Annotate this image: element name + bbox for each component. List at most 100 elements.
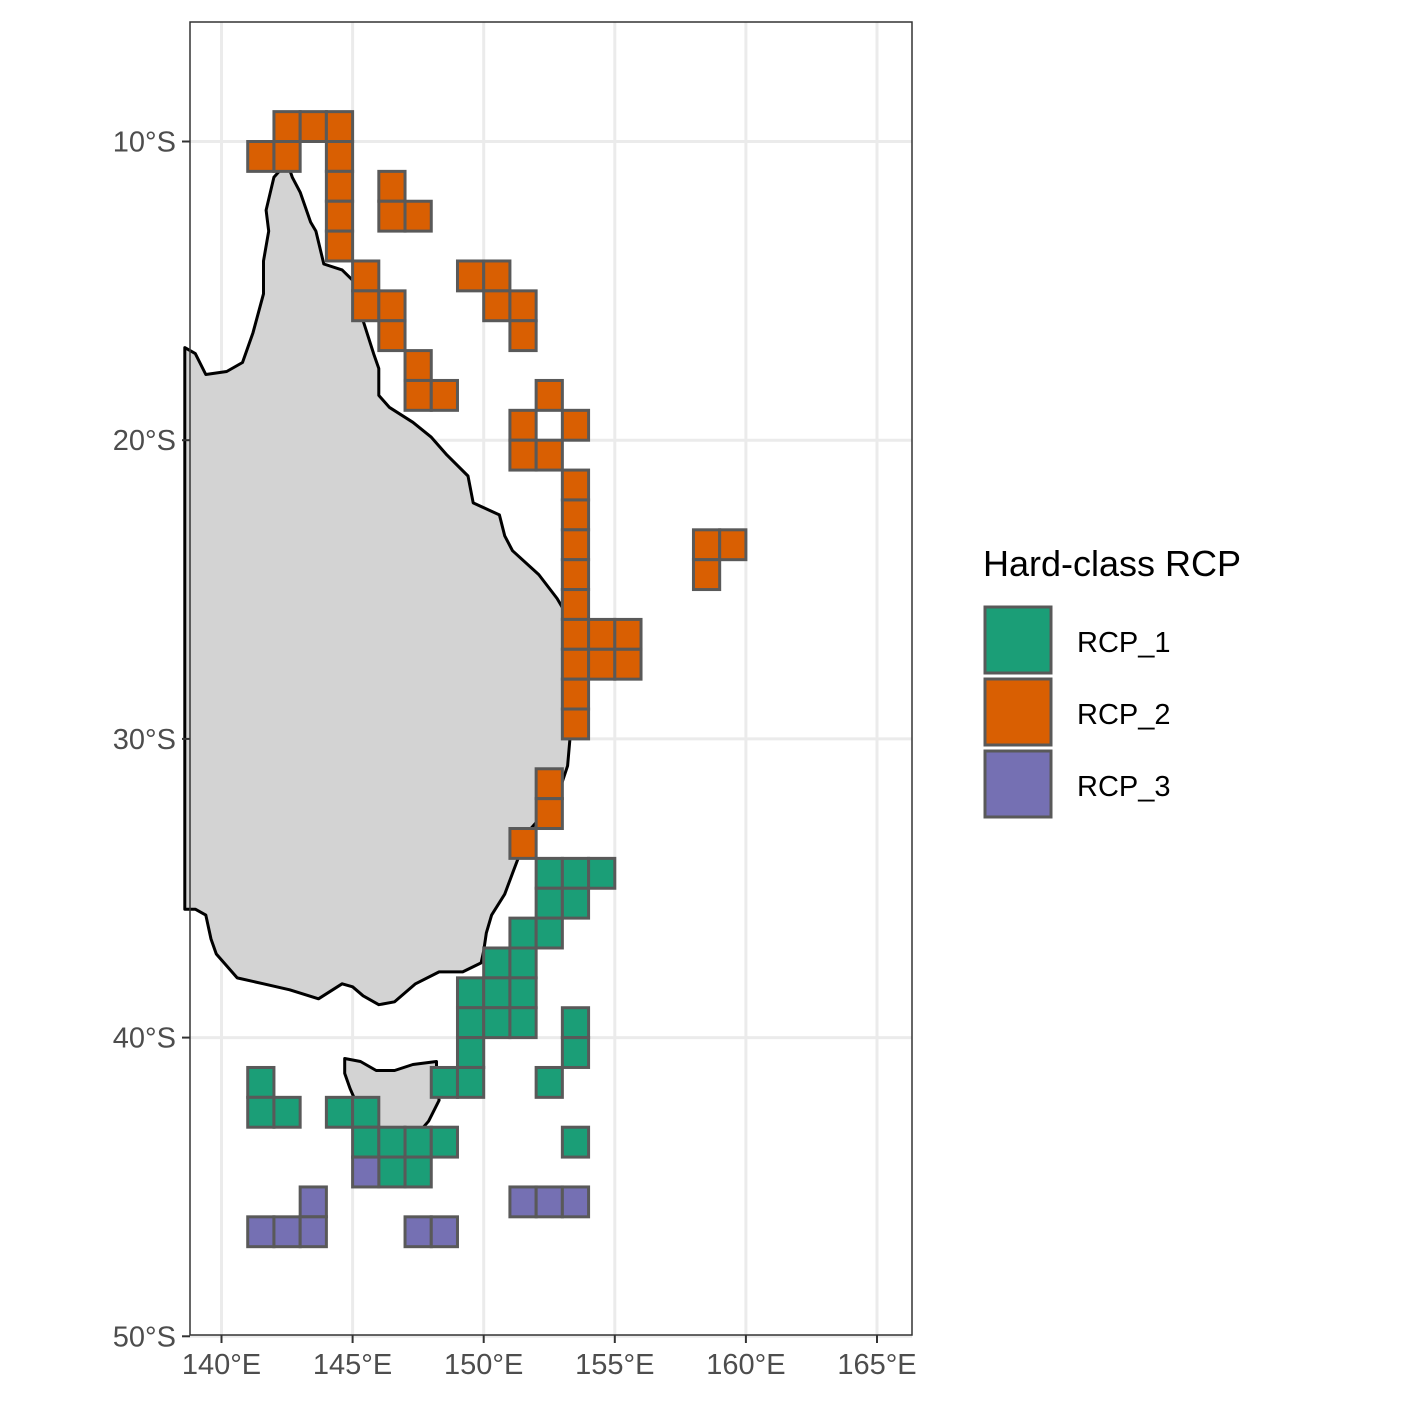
y-tick-label: 40°S	[113, 1023, 176, 1055]
legend: Hard-class RCP RCP_1 RCP_2 RCP_3	[983, 543, 1241, 819]
cell-rcp-3	[298, 1215, 328, 1249]
cell-rcp-1	[272, 1095, 302, 1129]
x-tick-label: 160°E	[706, 1349, 785, 1381]
cell-rcp-1	[534, 916, 564, 950]
cell-rcp-2	[377, 319, 407, 353]
y-tick-label: 30°S	[113, 724, 176, 756]
cell-rcp-1	[482, 976, 512, 1010]
legend-title: Hard-class RCP	[983, 543, 1241, 584]
cell-rcp-2	[324, 229, 355, 263]
cell-rcp-2	[534, 767, 564, 801]
cell-rcp-1	[377, 1155, 407, 1189]
legend-label: RCP_3	[1077, 771, 1171, 803]
cell-rcp-1	[324, 1095, 355, 1129]
cell-rcp-2	[351, 289, 381, 323]
cell-rcp-1	[403, 1125, 433, 1159]
cell-rcp-1	[482, 946, 512, 980]
cell-rcp-1	[560, 1006, 591, 1040]
cell-rcp-2	[351, 259, 381, 293]
cell-rcp-2	[377, 199, 407, 233]
cell-rcp-2	[613, 647, 643, 681]
cell-rcp-2	[534, 438, 564, 472]
cell-rcp-1	[587, 856, 617, 890]
panel-border	[189, 21, 913, 1336]
legend-label: RCP_1	[1077, 627, 1171, 659]
axes: 140°E 145°E 150°E 155°E 160°E 165°E 10°S 20°S 30…	[113, 127, 917, 1382]
cell-rcp-1	[455, 1036, 486, 1069]
cell-rcp-2	[377, 289, 407, 323]
cell-rcp-3	[351, 1155, 381, 1189]
cell-rcp-1	[377, 1125, 407, 1159]
cell-rcp-1	[508, 916, 538, 950]
cell-rcp-1	[534, 856, 564, 890]
cell-rcp-2	[324, 169, 355, 203]
cell-rcp-2	[560, 617, 591, 651]
cell-rcp-2	[560, 408, 591, 442]
cell-rcp-2	[377, 169, 407, 203]
cell-rcp-2	[455, 259, 486, 293]
cell-rcp-2	[508, 408, 538, 442]
cell-rcp-2	[324, 199, 355, 233]
cell-rcp-2	[560, 498, 591, 532]
cell-rcp-2	[560, 468, 591, 502]
legend-label: RCP_2	[1077, 699, 1171, 731]
cell-rcp-2	[508, 827, 538, 860]
cell-rcp-1	[508, 976, 538, 1010]
cell-rcp-2	[272, 140, 302, 173]
cell-rcp-2	[691, 528, 722, 562]
y-tick-label: 10°S	[113, 127, 176, 159]
cell-rcp-2	[534, 797, 564, 831]
cell-rcp-1	[508, 946, 538, 980]
cell-rcp-1	[429, 1065, 459, 1099]
cell-rcp-1	[455, 1006, 486, 1040]
cell-rcp-2	[429, 378, 459, 412]
legend-key-rcp-3	[983, 749, 1053, 819]
cell-rcp-2	[587, 647, 617, 681]
x-tick-label: 155°E	[575, 1349, 654, 1381]
cell-rcp-2	[560, 647, 591, 681]
cell-rcp-2	[560, 677, 591, 711]
legend-key-rcp-2	[983, 677, 1053, 747]
cell-rcp-2	[482, 289, 512, 323]
cell-rcp-2	[324, 140, 355, 173]
cell-rcp-2	[403, 349, 433, 382]
cell-rcp-1	[560, 886, 591, 920]
cell-rcp-2	[560, 558, 591, 592]
cell-rcp-1	[560, 856, 591, 890]
cell-rcp-2	[298, 110, 328, 143]
rcp-cells	[246, 110, 748, 1249]
cell-rcp-1	[455, 976, 486, 1010]
cell-rcp-2	[324, 110, 355, 143]
cell-rcp-2	[587, 617, 617, 651]
cell-rcp-2	[691, 558, 722, 592]
cell-rcp-1	[482, 1006, 512, 1040]
y-tick-label: 50°S	[113, 1321, 176, 1353]
cell-rcp-1	[534, 886, 564, 920]
cell-rcp-1	[455, 1065, 486, 1099]
cell-rcp-2	[508, 438, 538, 472]
cell-rcp-2	[272, 110, 302, 143]
cell-rcp-2	[613, 617, 643, 651]
cell-rcp-1	[560, 1036, 591, 1069]
cell-rcp-1	[429, 1125, 459, 1159]
cell-rcp-2	[246, 140, 276, 173]
x-tick-label: 145°E	[313, 1349, 392, 1381]
legend-key-rcp-1	[983, 605, 1053, 675]
cell-rcp-1	[351, 1095, 381, 1129]
cell-rcp-1	[534, 1065, 564, 1099]
x-tick-label: 150°E	[444, 1349, 523, 1381]
cell-rcp-1	[403, 1155, 433, 1189]
x-tick-label: 140°E	[182, 1349, 261, 1381]
cell-rcp-1	[246, 1095, 276, 1129]
cell-rcp-3	[560, 1185, 591, 1219]
cell-rcp-2	[534, 378, 564, 412]
cell-rcp-2	[403, 378, 433, 412]
cell-rcp-2	[718, 528, 748, 562]
cell-rcp-2	[482, 259, 512, 293]
cell-rcp-1	[351, 1125, 381, 1159]
cell-rcp-2	[508, 289, 538, 323]
cell-rcp-2	[560, 707, 591, 741]
cell-rcp-2	[560, 528, 591, 562]
cell-rcp-3	[403, 1215, 433, 1249]
